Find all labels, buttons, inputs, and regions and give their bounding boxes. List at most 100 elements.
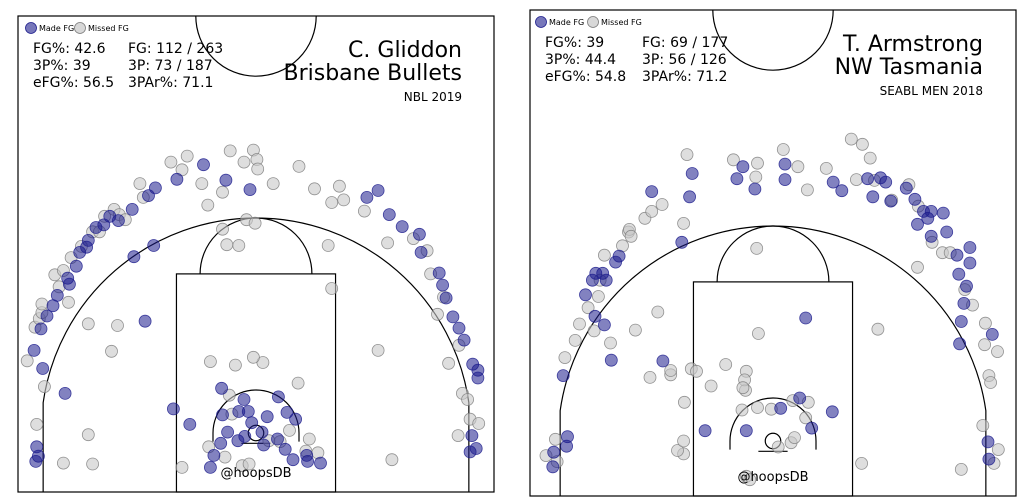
- legend-missed-marker: [587, 16, 599, 28]
- missed-shot-point: [237, 155, 251, 169]
- made-shot-point: [793, 391, 807, 405]
- center-circle: [712, 9, 834, 71]
- missed-shot-point: [629, 323, 642, 337]
- made-shot-point: [683, 190, 696, 204]
- made-shot-point: [471, 371, 485, 385]
- made-shot-point: [960, 279, 973, 293]
- missed-shot-point: [105, 344, 118, 358]
- missed-shot-point: [863, 151, 877, 165]
- missed-shot-point: [587, 324, 601, 338]
- missed-shot-point: [771, 440, 785, 454]
- missed-shot-point: [308, 182, 321, 196]
- made-shot-point: [215, 381, 229, 395]
- made-shot-point: [148, 181, 162, 195]
- stat-3p: 3P: 56 / 126: [642, 52, 727, 68]
- missed-shot-point: [727, 153, 740, 167]
- made-shot-point: [598, 318, 611, 332]
- missed-shot-point: [704, 379, 718, 393]
- missed-shot-point: [677, 216, 690, 230]
- made-shot-point: [412, 227, 426, 241]
- missed-shot-point: [976, 419, 990, 432]
- missed-shot-point: [749, 170, 763, 184]
- shot-chart-right: Made FG Missed FG FG%: 39 FG: 69 / 177 3…: [529, 9, 1017, 497]
- made-shot-point: [432, 266, 446, 280]
- made-shot-point: [899, 181, 913, 195]
- missed-shot-point: [266, 177, 280, 191]
- made-shot-point: [561, 430, 574, 444]
- missed-shot-point: [799, 411, 813, 425]
- missed-shot-point: [216, 222, 229, 236]
- made-shot-point: [81, 233, 95, 247]
- made-shot-point: [271, 390, 285, 404]
- made-shot-point: [63, 277, 76, 291]
- league-label: NBL 2019: [404, 90, 462, 104]
- made-shot-point: [138, 314, 152, 328]
- made-shot-point: [219, 173, 233, 187]
- court-border: [17, 15, 495, 493]
- made-shot-point: [924, 204, 938, 218]
- missed-shot-point: [651, 305, 665, 319]
- made-shot-point: [936, 206, 950, 220]
- missed-shot-point: [871, 322, 885, 336]
- missed-shot-point: [302, 432, 316, 446]
- made-fg-points: [546, 157, 999, 474]
- made-shot-point: [395, 220, 409, 234]
- made-shot-point: [957, 296, 971, 310]
- center-circle: [195, 15, 317, 77]
- made-shot-point: [950, 248, 964, 262]
- made-shot-point: [981, 435, 995, 449]
- made-shot-point: [656, 354, 670, 368]
- missed-shot-point: [133, 177, 147, 191]
- made-shot-point: [73, 245, 87, 259]
- stats-block: FG%: 42.6 FG: 112 / 263 3P%: 39 3P: 73 /…: [33, 41, 223, 91]
- missed-shot-point: [337, 193, 351, 207]
- missed-shot-point: [801, 183, 814, 197]
- legend: Made FG Missed FG: [535, 16, 642, 28]
- made-shot-point: [954, 315, 968, 328]
- made-shot-point: [748, 182, 762, 196]
- made-shot-point: [675, 235, 689, 249]
- missed-shot-point: [751, 156, 764, 170]
- made-shot-point: [547, 445, 561, 459]
- made-shot-point: [588, 309, 602, 323]
- made-shot-point: [579, 288, 592, 302]
- missed-shot-point: [325, 282, 339, 295]
- made-shot-point: [170, 172, 184, 186]
- made-shot-point: [245, 416, 259, 430]
- missed-shot-point: [549, 432, 562, 446]
- missed-shot-point: [203, 355, 217, 369]
- made-shot-point: [826, 175, 840, 189]
- missed-shot-point: [791, 160, 805, 174]
- stat-fg-pct: FG%: 39: [545, 35, 604, 51]
- team-name: NW Tasmania: [835, 55, 983, 80]
- made-shot-point: [452, 321, 466, 335]
- missed-shot-point: [678, 395, 691, 409]
- stat-fg: FG: 69 / 177: [642, 35, 728, 51]
- missed-shot-point: [743, 473, 757, 487]
- made-shot-point: [439, 291, 453, 305]
- missed-shot-point: [325, 196, 339, 209]
- missed-shot-point: [568, 333, 582, 347]
- missed-shot-point: [752, 327, 765, 340]
- made-shot-point: [596, 266, 610, 280]
- missed-shot-point: [232, 239, 246, 252]
- made-shot-point: [952, 267, 966, 281]
- stats-block: FG%: 39 FG: 69 / 177 3P%: 44.4 3P: 56 / …: [545, 35, 728, 85]
- made-shot-point: [360, 190, 374, 204]
- stat-3par: 3PAr%: 71.1: [128, 75, 213, 91]
- stat-efg: eFG%: 54.8: [545, 69, 626, 85]
- missed-shot-point: [677, 434, 690, 448]
- made-shot-point: [183, 417, 197, 431]
- missed-shot-point: [911, 260, 924, 274]
- made-shot-point: [778, 173, 792, 187]
- missed-shot-point: [180, 149, 194, 163]
- made-shot-point: [371, 184, 385, 197]
- stat-fg: FG: 112 / 263: [128, 41, 223, 57]
- made-fg-points: [27, 158, 485, 474]
- missed-shot-point: [750, 241, 764, 255]
- made-shot-point: [835, 184, 849, 198]
- made-shot-point: [465, 429, 479, 443]
- made-shot-point: [237, 393, 251, 406]
- missed-shot-point: [111, 319, 124, 332]
- missed-shot-point: [248, 216, 262, 230]
